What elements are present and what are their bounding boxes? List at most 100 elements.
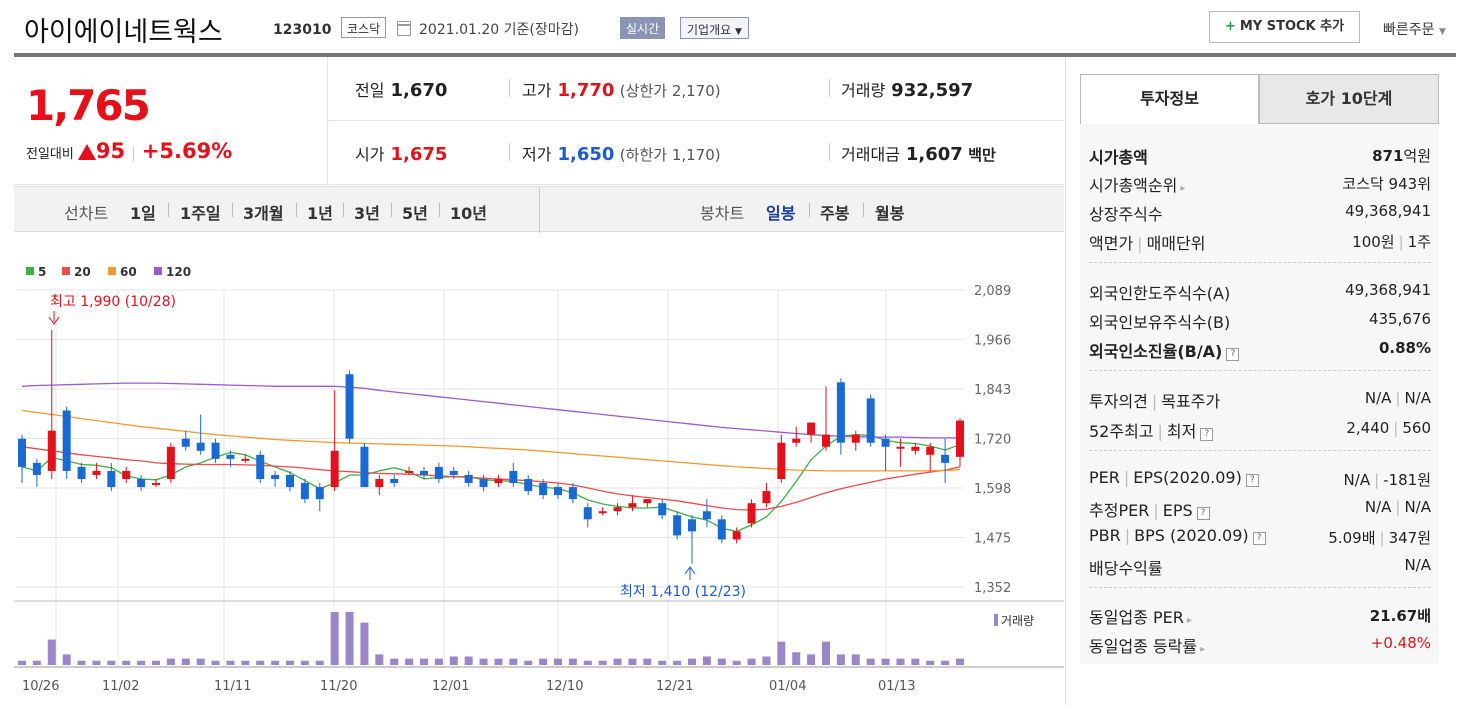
chart-grid (14, 289, 1064, 668)
volume-bar (881, 658, 890, 665)
x-tick-label: 11/11 (214, 679, 251, 694)
overview-label: 기업개요 (687, 23, 732, 37)
volume-value: 932,597 (891, 80, 974, 101)
upper-limit: (상한가 2,170) (619, 82, 721, 100)
chart-legend: 5 20 60 120 (26, 265, 191, 279)
period-10y[interactable]: 10년 (450, 204, 487, 223)
volume-bar (286, 660, 294, 665)
row-industry-change[interactable]: 동일업종 등락률 ▸ +0.48% (1089, 629, 1431, 657)
help-icon[interactable]: ? (1226, 348, 1240, 361)
volume-bar (271, 660, 280, 665)
stats-row-2: 시가 1,675 저가 1,650 (하한가 1,170) 거래대금 1,607 백만 (329, 121, 1064, 185)
tab-order-book[interactable]: 호가 10단계 (1259, 74, 1439, 124)
company-overview-dropdown[interactable]: 기업개요 ▼ (680, 17, 749, 39)
period-3y[interactable]: 3년 (354, 204, 380, 223)
volume-bar (449, 656, 458, 665)
low-value: 1,650 (557, 144, 615, 165)
target-label: 목표주가 (1161, 392, 1221, 411)
candle-body (762, 491, 771, 504)
candle-body (47, 430, 56, 471)
realtime-badge[interactable]: 실시간 (620, 17, 666, 39)
candle-body (822, 434, 830, 447)
candle-weekly[interactable]: 주봉 (820, 204, 850, 223)
period-1d[interactable]: 1일 (130, 204, 156, 223)
stock-code: 123010 (273, 22, 332, 38)
period-1y[interactable]: 1년 (307, 204, 333, 223)
volume-bar (941, 660, 950, 665)
period-5y[interactable]: 5년 (402, 204, 428, 223)
bps-value: 347원 (1388, 529, 1431, 547)
axis-labels: 2,089 1,966 1,843 1,720 1,598 1,475 1,352 10/26… (22, 284, 1034, 694)
price-stats: 전일 1,670 고가 1,770 (상한가 2,170) 거래량 932,597 시… (329, 57, 1064, 185)
candle-body (926, 446, 935, 455)
volume-bar (628, 658, 637, 665)
candle-daily[interactable]: 일봉 (766, 204, 796, 223)
volume-bar (107, 660, 116, 665)
volume-bar (926, 660, 935, 665)
w52-low-label: 최저 (1166, 422, 1197, 441)
w52-low-value: 560 (1402, 419, 1431, 437)
row-industry-per[interactable]: 동일업종 PER ▸ 21.67배 (1089, 600, 1431, 628)
volume-bar (747, 658, 756, 665)
candle-body (851, 434, 860, 443)
help-icon[interactable]: ? (1196, 507, 1210, 520)
pbr-value: 5.09배 (1328, 529, 1376, 547)
shares-label: 상장주식수 (1089, 205, 1163, 224)
volume-bar (62, 654, 71, 665)
add-mystock-button[interactable]: + MY STOCK 추가 (1209, 11, 1360, 43)
candle-body (792, 438, 801, 443)
tab-invest-info[interactable]: 투자정보 (1080, 74, 1259, 124)
volume-bar (836, 654, 845, 665)
candle-monthly[interactable]: 월봉 (875, 204, 905, 223)
x-tick-label: 10/26 (22, 679, 59, 694)
eps-value: -181원 (1383, 471, 1431, 489)
company-name: 아이에이네트웍스 (24, 17, 223, 48)
current-price: 1,765 (26, 81, 151, 130)
volume-bar (792, 652, 801, 665)
help-icon[interactable]: ? (1200, 428, 1214, 441)
volume-bar (732, 660, 741, 665)
foreign-ratio-label: 외국인소진율(B/A) (1089, 342, 1223, 361)
candle-body (673, 515, 682, 536)
est-eps-label: EPS (1162, 501, 1193, 520)
mcap-value: 871 (1372, 147, 1404, 165)
volume-bar (166, 658, 175, 665)
candle-body (777, 442, 786, 479)
candle-body (330, 450, 339, 488)
candle-body (256, 454, 265, 479)
candle-body (286, 474, 294, 488)
volume-bar (598, 660, 607, 665)
row-mcap-rank[interactable]: 시가총액순위 ▸ 코스닥 943위 (1089, 168, 1431, 196)
quick-order-button[interactable]: 빠른주문 ▼ (1383, 19, 1446, 39)
y-tick-label: 1,720 (974, 433, 1011, 448)
chart-svg: 5 20 60 120 2,089 1,966 1,843 1,720 1,598 1,475 1… (14, 265, 1064, 694)
trade-unit-value: 1주 (1407, 233, 1431, 251)
volume-bar (420, 658, 428, 665)
help-icon[interactable]: ? (1245, 474, 1259, 487)
stock-chart[interactable]: 5 20 60 120 2,089 1,966 1,843 1,720 1,598 1,475 1… (14, 232, 1064, 705)
w52-high-value: 2,440 (1346, 419, 1390, 437)
candle-body (494, 479, 503, 484)
row-foreign-limit: 외국인한도주식수(A) 49,368,941 (1089, 276, 1431, 304)
candle-body (32, 462, 41, 475)
volume-bar (762, 656, 771, 665)
industry-change-label: 동일업종 등락률 (1089, 637, 1198, 656)
ma5-line (21, 434, 961, 533)
candle-body (315, 487, 324, 500)
period-1w[interactable]: 1주일 (180, 204, 221, 223)
volume-bar (479, 658, 488, 665)
candle-body (941, 454, 950, 463)
row-foreign-ratio: 외국인소진율(B/A)? 0.88% (1089, 334, 1431, 362)
y-tick-label: 1,966 (974, 334, 1011, 349)
foreign-hold-label: 외국인보유주식수(B) (1089, 313, 1231, 332)
period-3m[interactable]: 3개월 (243, 204, 284, 223)
help-icon[interactable]: ? (1252, 532, 1266, 545)
candle-body (896, 446, 905, 449)
candle-body (360, 446, 369, 488)
ma20-line (21, 446, 961, 511)
header: 아이에이네트웍스 123010 코스닥 2021.01.20 기준(장마감) 실… (0, 0, 1470, 54)
candle-body (166, 446, 175, 479)
candle-body (420, 470, 428, 475)
volume-bar (196, 658, 205, 665)
volume-bar (702, 656, 711, 665)
